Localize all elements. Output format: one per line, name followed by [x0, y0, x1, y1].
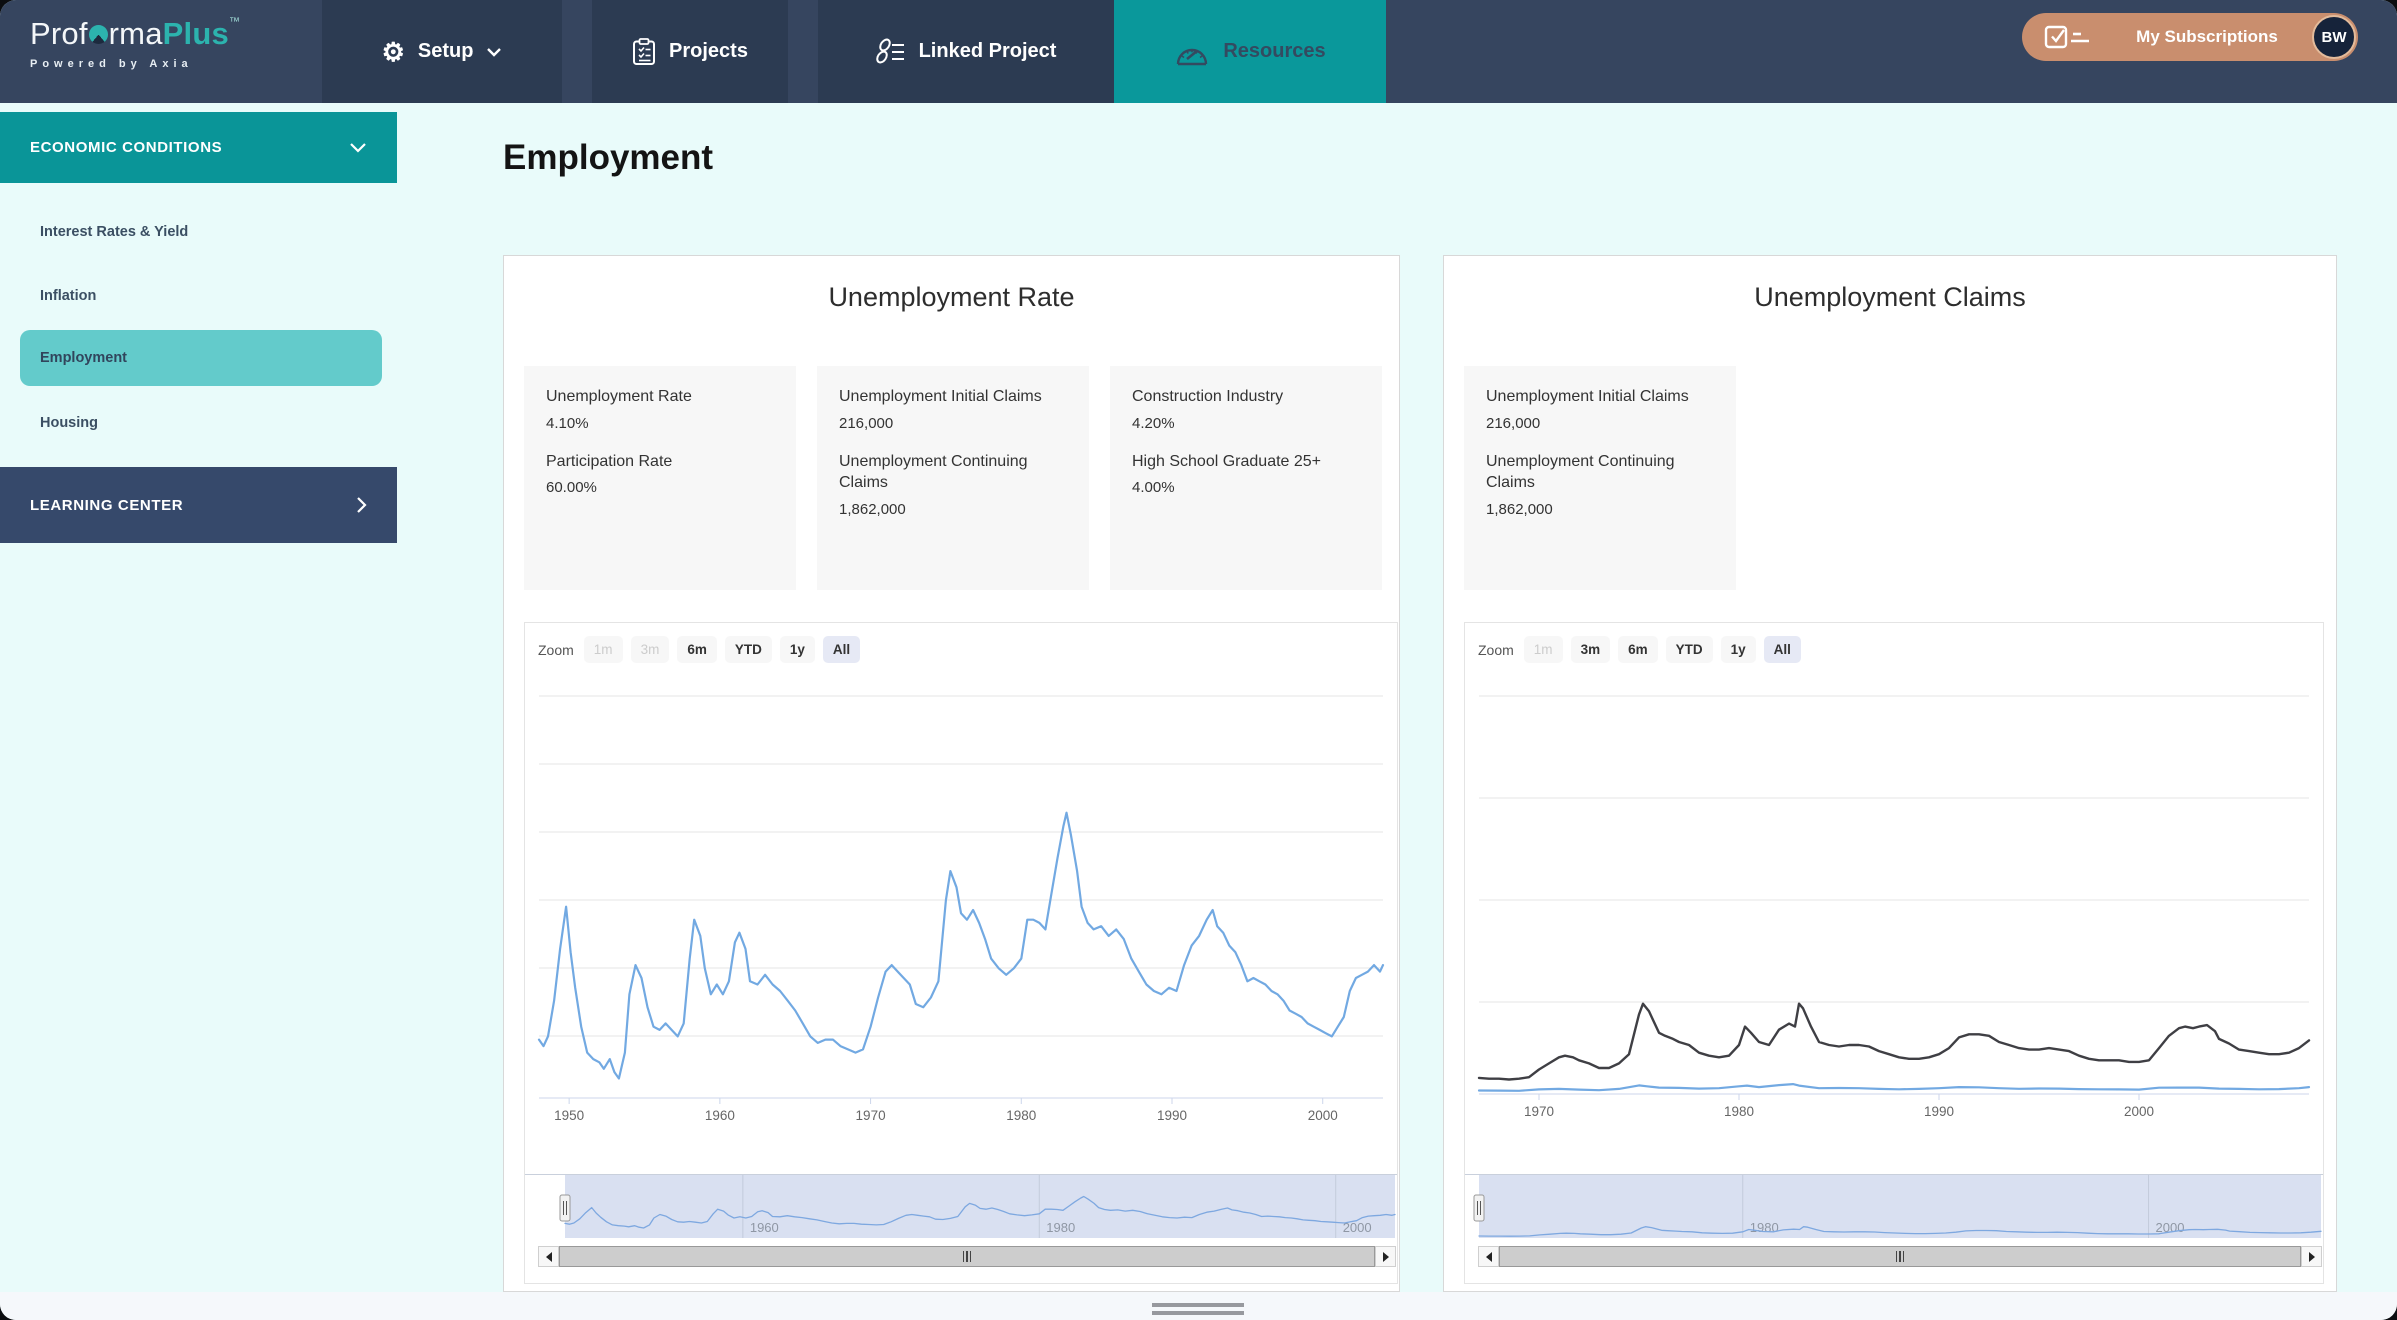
nav-item-resources[interactable]: Resources [1114, 0, 1386, 103]
page-title: Employment [503, 138, 713, 178]
zoom-label: Zoom [1478, 642, 1514, 658]
range-button-3m[interactable]: 3m [1571, 636, 1611, 663]
svg-text:1970: 1970 [1524, 1104, 1554, 1119]
range-button-ytd[interactable]: YTD [725, 636, 772, 663]
range-button-1y[interactable]: 1y [780, 636, 815, 663]
range-button-1m: 1m [1524, 636, 1563, 663]
svg-text:2000: 2000 [1308, 1108, 1338, 1123]
chart-navigator[interactable]: 196019802000 [525, 1174, 1397, 1246]
scrollbar-left-arrow[interactable] [538, 1246, 559, 1267]
scrollbar-right-arrow[interactable] [1375, 1246, 1396, 1267]
range-button-all[interactable]: All [823, 636, 860, 663]
scrollbar-thumb[interactable] [1499, 1246, 2301, 1267]
range-buttons: 1m 3m 6m YTD 1y All [1524, 636, 1801, 663]
stat-box-claims: Unemployment Initial Claims 216,000 Unem… [1464, 366, 1736, 590]
unemployment-rate-chart: Zoom 1m 3m 6m YTD 1y All 1950 1960 1970 1980 1990… [524, 622, 1398, 1284]
zoom-label: Zoom [538, 642, 574, 658]
app-logo[interactable]: ProfrmaPlus™ Powered by Axia [30, 16, 240, 70]
range-selector: Zoom 1m 3m 6m YTD 1y All [538, 636, 860, 663]
app-logo-tagline: Powered by Axia [30, 58, 240, 70]
range-buttons: 1m 3m 6m YTD 1y All [584, 636, 860, 663]
range-button-6m[interactable]: 6m [677, 636, 717, 663]
sidebar-item-employment[interactable]: Employment [20, 330, 382, 386]
stat-box-segments: Construction Industry 4.20% High School … [1110, 366, 1382, 590]
svg-text:1970: 1970 [856, 1108, 886, 1123]
range-button-1m: 1m [584, 636, 623, 663]
scrollbar-left-arrow[interactable] [1478, 1246, 1499, 1267]
range-selector: Zoom 1m 3m 6m YTD 1y All [1478, 636, 1801, 663]
resize-handle-icon[interactable] [1152, 1303, 1244, 1319]
range-button-ytd[interactable]: YTD [1666, 636, 1713, 663]
unemployment-claims-chart: Zoom 1m 3m 6m YTD 1y All 1970 1980 1990 2000 198… [1464, 622, 2324, 1284]
subscriptions-checklist-icon [2044, 24, 2090, 50]
unemployment-rate-card: Unemployment Rate Unemployment Rate 4.10… [503, 255, 1400, 1292]
nav-item-projects[interactable]: Projects [592, 0, 788, 103]
svg-text:1980: 1980 [1724, 1104, 1754, 1119]
svg-text:1960: 1960 [750, 1220, 779, 1235]
sidebar-item-inflation[interactable]: Inflation [40, 282, 360, 310]
unemployment-rate-plot[interactable]: 1950 1960 1970 1980 1990 2000 [525, 669, 1397, 1124]
avatar[interactable]: BW [2312, 15, 2356, 59]
svg-text:1980: 1980 [1046, 1220, 1075, 1235]
top-navigation-bar: ProfrmaPlus™ Powered by Axia ⚙ Setup Pro… [0, 0, 2397, 103]
svg-text:1980: 1980 [1750, 1220, 1779, 1235]
svg-text:2000: 2000 [2156, 1220, 2185, 1235]
svg-text:1980: 1980 [1006, 1108, 1036, 1123]
svg-text:1960: 1960 [705, 1108, 735, 1123]
svg-text:2000: 2000 [2124, 1104, 2154, 1119]
scrollbar-right-arrow[interactable] [2301, 1246, 2322, 1267]
range-button-6m[interactable]: 6m [1618, 636, 1658, 663]
link-list-icon [876, 37, 906, 67]
nav-item-linked-project[interactable]: Linked Project [818, 0, 1114, 103]
stat-box-claims: Unemployment Initial Claims 216,000 Unem… [817, 366, 1089, 590]
chevron-right-icon [356, 496, 367, 514]
card-title: Unemployment Rate [504, 282, 1399, 313]
app-logo-text: ProfrmaPlus™ [30, 16, 240, 52]
range-button-3m: 3m [631, 636, 670, 663]
svg-text:1990: 1990 [1157, 1108, 1187, 1123]
chevron-down-icon [349, 142, 367, 153]
chart-scrollbar[interactable] [538, 1246, 1396, 1267]
stats-row: Unemployment Initial Claims 216,000 Unem… [1464, 366, 2322, 590]
clipboard-icon [632, 38, 656, 66]
nav-item-setup[interactable]: ⚙ Setup [322, 0, 562, 103]
svg-text:1990: 1990 [1924, 1104, 1954, 1119]
chart-navigator[interactable]: 1980 2000 [1465, 1174, 2323, 1246]
gauge-icon [1174, 38, 1210, 66]
sidebar-section-learning-center[interactable]: LEARNING CENTER [0, 467, 397, 543]
logo-o-icon [89, 25, 108, 44]
scrollbar-thumb[interactable] [559, 1246, 1375, 1267]
range-button-1y[interactable]: 1y [1721, 636, 1756, 663]
chevron-down-icon [486, 47, 502, 57]
unemployment-claims-plot[interactable]: 1970 1980 1990 2000 [1465, 669, 2323, 1124]
card-title: Unemployment Claims [1444, 282, 2336, 313]
unemployment-claims-card: Unemployment Claims Unemployment Initial… [1443, 255, 2337, 1292]
svg-text:1950: 1950 [554, 1108, 584, 1123]
sidebar-item-interest-rates[interactable]: Interest Rates & Yield [40, 218, 360, 246]
sidebar-section-economic-conditions[interactable]: ECONOMIC CONDITIONS [0, 112, 397, 183]
stats-row: Unemployment Rate 4.10% Participation Ra… [524, 366, 1382, 590]
my-subscriptions-label: My Subscriptions [2102, 27, 2312, 47]
gear-icon: ⚙ [382, 39, 405, 65]
chart-scrollbar[interactable] [1478, 1246, 2322, 1267]
my-subscriptions-button[interactable]: My Subscriptions BW [2022, 13, 2358, 61]
range-button-all[interactable]: All [1764, 636, 1801, 663]
app-window: ProfrmaPlus™ Powered by Axia ⚙ Setup Pro… [0, 0, 2397, 1320]
sidebar-item-housing[interactable]: Housing [40, 409, 360, 437]
stat-box-rates: Unemployment Rate 4.10% Participation Ra… [524, 366, 796, 590]
